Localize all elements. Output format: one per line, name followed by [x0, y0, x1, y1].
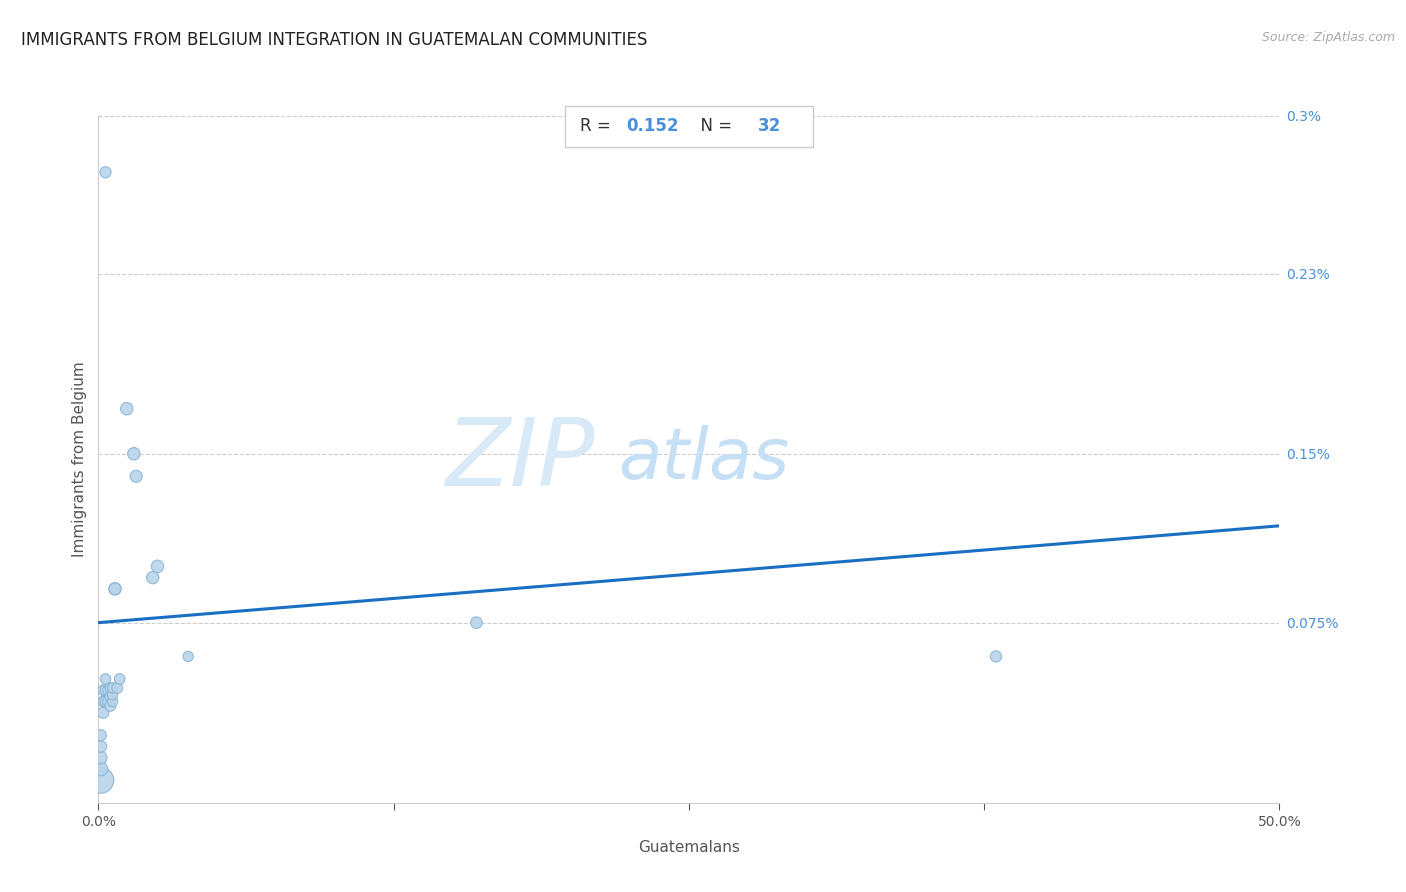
Point	[104, 582, 127, 596]
Text: N =: N =	[690, 117, 738, 136]
Point	[125, 469, 148, 483]
Text: atlas: atlas	[619, 425, 789, 494]
Point	[94, 683, 117, 698]
Point	[94, 694, 117, 708]
Point	[104, 582, 127, 596]
Point	[90, 728, 112, 742]
Point	[105, 681, 128, 695]
Point	[90, 762, 112, 776]
Point	[115, 401, 138, 416]
Point	[101, 681, 124, 695]
Text: ZIP: ZIP	[444, 414, 595, 505]
Point	[101, 694, 124, 708]
Text: R =: R =	[581, 117, 616, 136]
Point	[91, 683, 114, 698]
Point	[142, 571, 165, 585]
Point	[97, 694, 120, 708]
Point	[91, 694, 114, 708]
Point	[94, 165, 117, 179]
Point	[984, 649, 1007, 664]
Point	[90, 739, 112, 754]
Point	[97, 683, 120, 698]
Text: 0.152: 0.152	[626, 117, 679, 136]
Point	[101, 688, 124, 702]
Point	[177, 649, 200, 664]
Point	[90, 751, 112, 765]
Point	[90, 773, 112, 788]
FancyBboxPatch shape	[565, 105, 813, 147]
Point	[146, 559, 169, 574]
Point	[108, 672, 131, 686]
Text: Source: ZipAtlas.com: Source: ZipAtlas.com	[1261, 31, 1395, 45]
Y-axis label: Immigrants from Belgium: Immigrants from Belgium	[72, 361, 87, 558]
Point	[98, 698, 121, 713]
Point	[465, 615, 488, 630]
Point	[98, 681, 121, 695]
Text: 32: 32	[758, 117, 780, 136]
X-axis label: Guatemalans: Guatemalans	[638, 839, 740, 855]
Point	[94, 672, 117, 686]
Text: IMMIGRANTS FROM BELGIUM INTEGRATION IN GUATEMALAN COMMUNITIES: IMMIGRANTS FROM BELGIUM INTEGRATION IN G…	[21, 31, 648, 49]
Point	[91, 706, 114, 720]
Point	[122, 447, 145, 461]
Point	[98, 690, 121, 704]
